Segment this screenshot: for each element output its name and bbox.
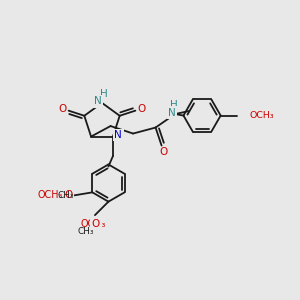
Text: CH₃: CH₃ — [78, 227, 94, 236]
Text: O: O — [64, 190, 73, 200]
Text: OCH₃: OCH₃ — [81, 219, 106, 229]
Text: O: O — [138, 104, 146, 114]
Text: O: O — [58, 104, 66, 114]
Text: H: H — [170, 100, 177, 110]
Text: CH₃: CH₃ — [58, 191, 74, 200]
Text: N: N — [168, 107, 176, 118]
Text: O: O — [160, 147, 168, 157]
Text: OCH₃: OCH₃ — [250, 111, 274, 120]
Text: H: H — [100, 89, 108, 100]
Text: N: N — [115, 130, 122, 140]
Text: O: O — [92, 218, 100, 229]
Text: N: N — [94, 96, 101, 106]
Text: OCH₃: OCH₃ — [38, 190, 63, 200]
